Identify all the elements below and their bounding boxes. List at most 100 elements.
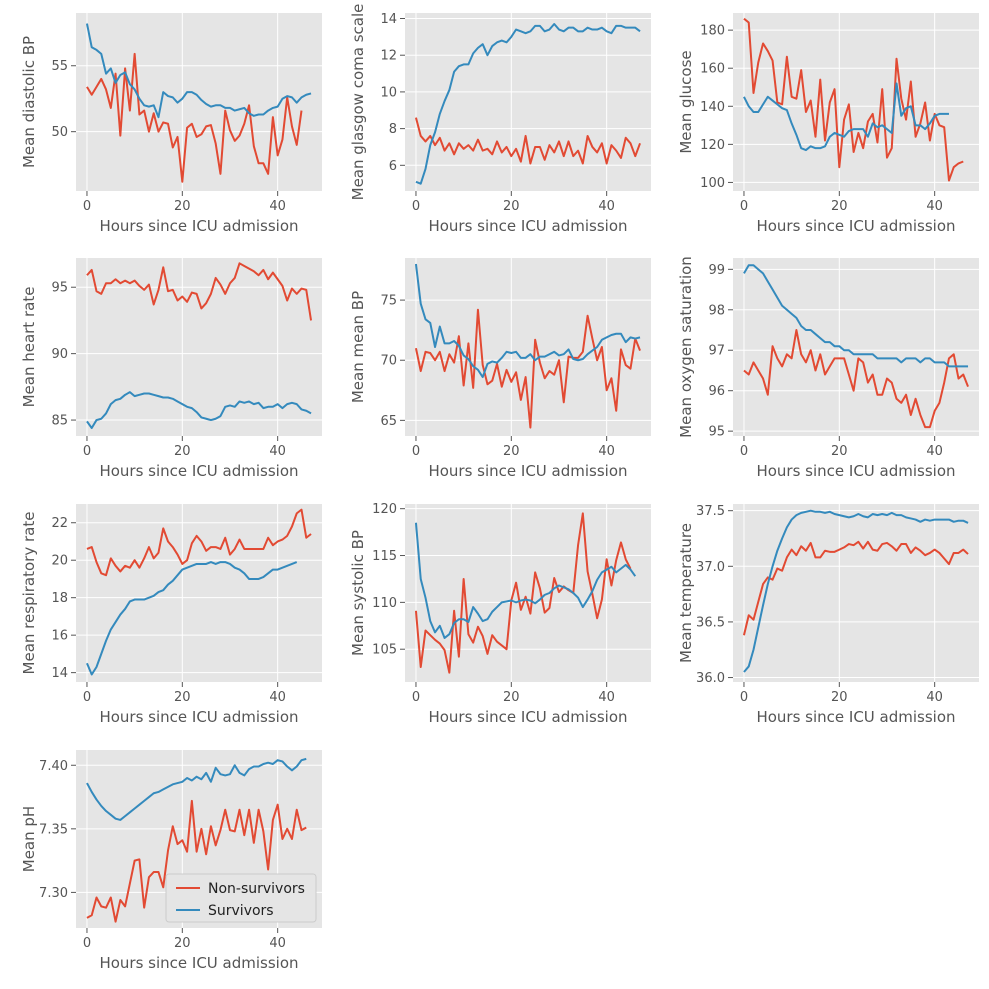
series-line-survivors (86, 561, 298, 676)
x-tick-label: 40 (926, 690, 943, 705)
y-tick-label: 90 (51, 347, 68, 362)
x-tick-label: 40 (269, 690, 286, 705)
x-tick-label: 20 (831, 199, 848, 214)
y-tick-label: 36.5 (696, 615, 725, 630)
y-axis-label: Mean glucose (677, 50, 695, 153)
y-tick-label: 99 (708, 263, 725, 278)
plot-area (76, 13, 322, 191)
x-tick-label: 40 (926, 444, 943, 459)
series-line-non-survivors (742, 540, 969, 636)
x-tick-label: 20 (174, 690, 191, 705)
series-line-non-survivors (414, 308, 641, 429)
x-axis-label: Hours since ICU admission (428, 217, 627, 235)
y-axis-label: Mean temperature (677, 523, 695, 663)
series-line-non-survivors (86, 262, 313, 321)
x-tick-label: 0 (740, 444, 748, 459)
subplot-9: 0 20 40 36.0 36.5 37.0 37.5 Hours since ICU adm… (677, 504, 979, 726)
y-tick-label: 100 (700, 176, 725, 191)
y-axis-label: Mean systolic BP (349, 530, 367, 656)
plot-area (733, 13, 979, 191)
x-tick-label: 40 (598, 690, 615, 705)
y-tick-label: 120 (700, 138, 725, 153)
series-line-survivors (86, 757, 307, 821)
series-line-survivors (743, 509, 969, 673)
y-tick-label: 55 (51, 59, 68, 74)
y-axis-label: Mean oxygen saturation (677, 256, 695, 438)
x-tick-label: 0 (740, 199, 748, 214)
x-axis-label: Hours since ICU admission (428, 462, 627, 480)
x-tick-label: 40 (598, 199, 615, 214)
y-tick-label: 18 (51, 591, 68, 606)
plot-area (405, 504, 651, 682)
y-tick-label: 115 (372, 549, 397, 564)
y-tick-label: 37.0 (696, 560, 725, 575)
y-tick-label: 37.5 (696, 504, 725, 519)
y-tick-label: 14 (380, 12, 397, 27)
y-axis-label: Mean glasgow coma scale (349, 4, 367, 201)
subplot-6: 0 20 40 95 96 97 98 99 Hours since ICU admission… (677, 256, 979, 480)
x-tick-label: 0 (412, 444, 420, 459)
x-tick-label: 40 (269, 199, 286, 214)
y-axis-label: Mean diastolic BP (20, 36, 38, 168)
y-tick-label: 140 (700, 100, 725, 115)
x-tick-label: 0 (412, 199, 420, 214)
y-tick-label: 75 (380, 294, 397, 309)
plot-area (405, 13, 651, 191)
x-tick-label: 0 (740, 690, 748, 705)
x-tick-label: 20 (503, 690, 520, 705)
y-tick-label: 50 (51, 125, 68, 140)
series-line-survivors (414, 522, 637, 639)
x-tick-label: 40 (926, 199, 943, 214)
subplot-1: 0 20 40 50 55 Hours since ICU admission Mean d… (20, 13, 322, 235)
y-tick-label: 7.35 (39, 822, 68, 837)
y-tick-label: 105 (372, 643, 397, 658)
x-axis-label: Hours since ICU admission (428, 708, 627, 726)
y-tick-label: 12 (380, 49, 397, 64)
y-axis-label: Mean pH (20, 806, 38, 872)
y-tick-label: 16 (51, 629, 68, 644)
y-tick-label: 180 (700, 24, 725, 39)
y-tick-label: 98 (708, 303, 725, 318)
legend-label: Non-survivors (208, 881, 305, 897)
series-line-survivors (86, 391, 312, 430)
series-line-survivors (743, 264, 969, 368)
x-tick-label: 20 (174, 936, 191, 951)
series-line-survivors (85, 23, 312, 119)
x-axis-label: Hours since ICU admission (99, 708, 298, 726)
subplot-4: 0 20 40 85 90 95 Hours since ICU admission Mean… (20, 258, 322, 480)
x-tick-label: 0 (83, 199, 91, 214)
subplot-7: 0 20 40 14 16 18 20 22 Hours since ICU admission… (20, 504, 322, 726)
y-tick-label: 120 (372, 502, 397, 517)
y-tick-label: 96 (708, 384, 725, 399)
x-tick-label: 40 (269, 444, 286, 459)
x-tick-label: 0 (83, 936, 91, 951)
y-tick-label: 36.0 (696, 671, 725, 686)
y-tick-label: 110 (372, 596, 397, 611)
subplot-10: 0 20 40 7.30 7.35 7.40 Hours since ICU admissi… (20, 750, 322, 972)
series-line-survivors (414, 263, 641, 379)
series-line-non-survivors (414, 117, 641, 165)
y-tick-label: 7.30 (39, 886, 68, 901)
legend-label: Survivors (208, 903, 274, 919)
y-tick-label: 14 (51, 666, 68, 681)
plot-area (76, 504, 322, 682)
x-axis-label: Hours since ICU admission (99, 217, 298, 235)
subplot-3: 0 20 40 100 120 140 160 180 Hours since ICU admi… (677, 13, 979, 235)
legend-box (165, 873, 317, 923)
x-tick-label: 40 (598, 444, 615, 459)
subplot-5: 0 20 40 65 70 75 Hours since ICU admission Mean… (349, 258, 651, 480)
plot-area (76, 258, 322, 436)
x-tick-label: 20 (831, 690, 848, 705)
series-line-non-survivors (86, 508, 312, 577)
y-tick-label: 95 (708, 425, 725, 440)
y-tick-label: 160 (700, 62, 725, 77)
y-tick-label: 7.40 (39, 759, 68, 774)
x-tick-label: 20 (174, 444, 191, 459)
series-line-non-survivors (86, 52, 303, 183)
y-axis-label: Mean mean BP (349, 291, 367, 403)
series-line-non-survivors (743, 17, 964, 182)
series-line-survivors (415, 23, 641, 185)
y-tick-label: 8 (389, 122, 397, 137)
x-tick-label: 20 (174, 199, 191, 214)
